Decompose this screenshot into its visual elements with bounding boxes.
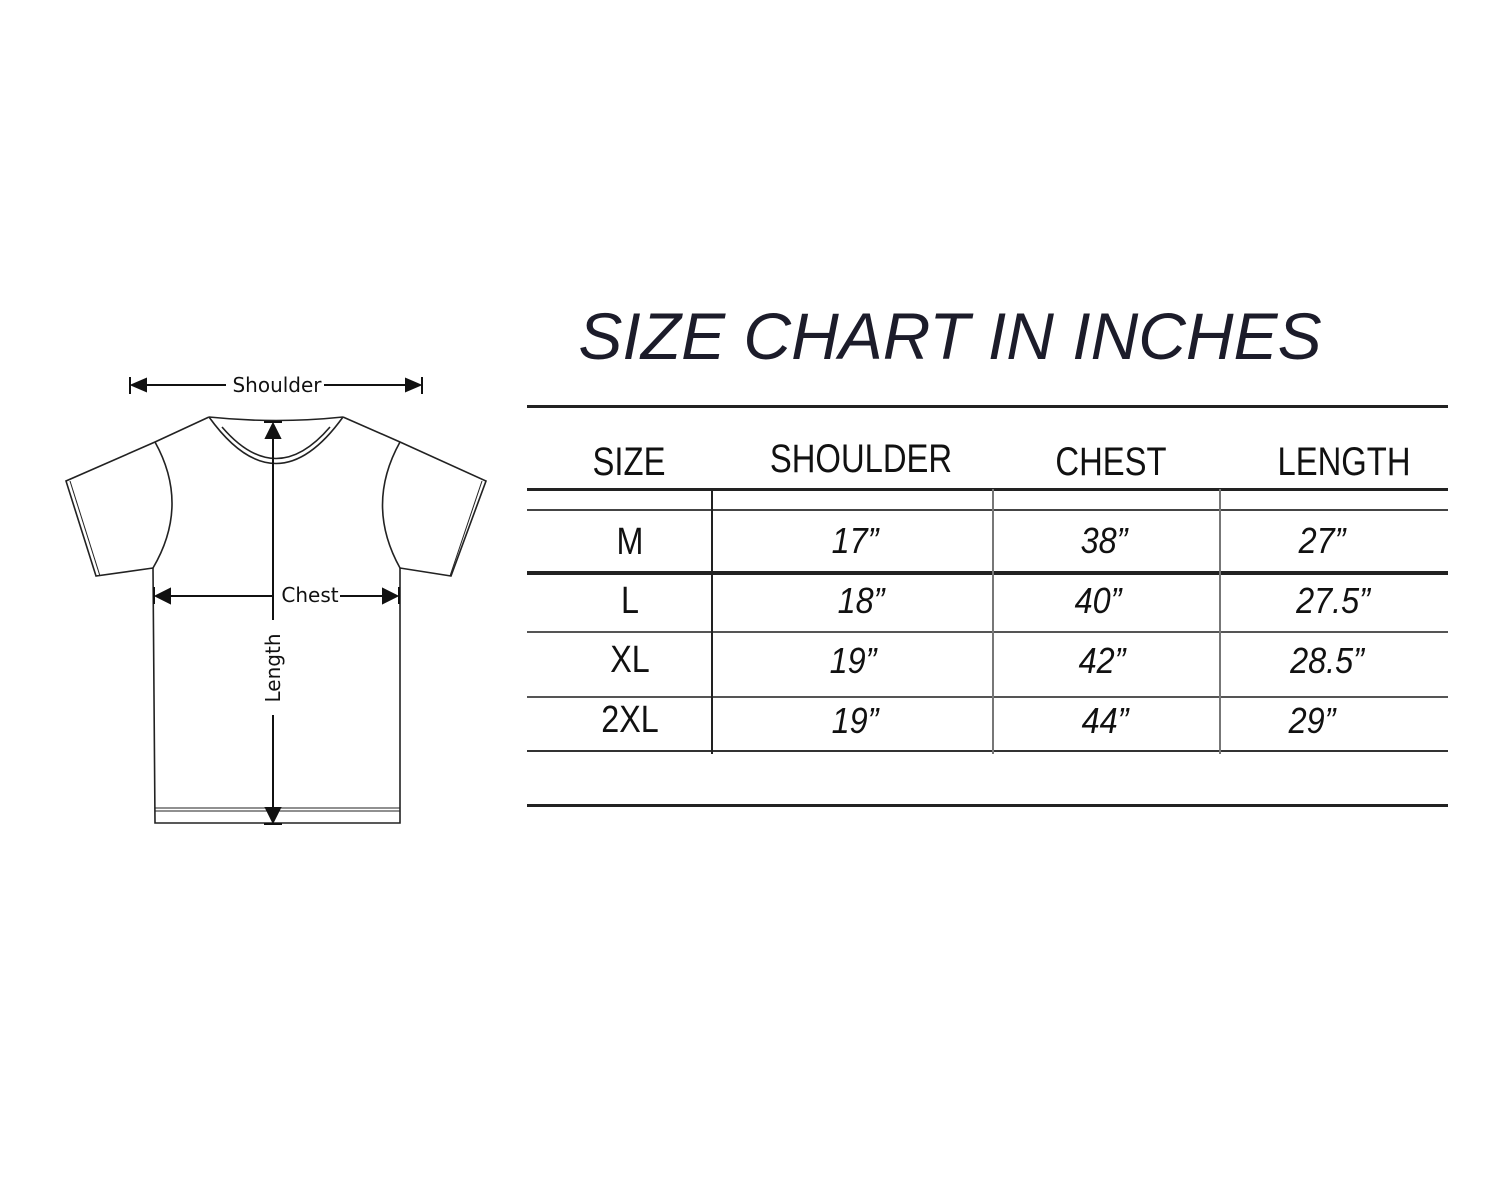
length-cell: 28.5” (1290, 640, 1364, 681)
tshirt-outline (65, 416, 488, 824)
length-cell: 29” (1288, 700, 1336, 741)
length-cell: 27” (1298, 520, 1346, 561)
chest-label: Chest (281, 583, 338, 607)
size-cell: XL (610, 639, 650, 681)
table-divider (527, 696, 1448, 698)
shoulder-cell: 19” (831, 700, 879, 741)
shoulder-cell: 18” (837, 580, 885, 621)
table-divider (527, 488, 1448, 491)
shoulder-cell: 19” (829, 640, 877, 681)
chest-cell: 42” (1078, 640, 1126, 681)
tshirt-measurement-diagram: Shoulder Chest Length (65, 373, 488, 825)
size-cell: M (616, 521, 644, 563)
table-divider (527, 750, 1448, 752)
table-divider (527, 804, 1448, 807)
length-label: Length (261, 634, 285, 703)
shoulder-cell: 17” (831, 520, 879, 561)
column-divider (992, 489, 994, 754)
header-shoulder: SHOULDER (769, 437, 953, 481)
shoulder-label: Shoulder (232, 373, 322, 397)
chest-cell: 40” (1074, 580, 1122, 621)
column-divider (1219, 489, 1221, 754)
header-chest: CHEST (1055, 440, 1167, 484)
chest-cell: 38” (1080, 520, 1128, 561)
chest-cell: 44” (1081, 700, 1129, 741)
size-cell: L (621, 580, 639, 622)
header-length: LENGTH (1277, 440, 1411, 484)
measurement-arrows (129, 377, 423, 825)
table-divider (527, 509, 1448, 511)
header-size: SIZE (592, 440, 666, 484)
column-divider (711, 489, 713, 754)
page-title: SIZE CHART IN INCHES (578, 299, 1322, 373)
table-divider (527, 571, 1448, 575)
length-cell: 27.5” (1296, 580, 1370, 621)
table-divider (527, 631, 1448, 633)
size-cell: 2XL (601, 699, 659, 741)
table-divider (527, 405, 1448, 408)
